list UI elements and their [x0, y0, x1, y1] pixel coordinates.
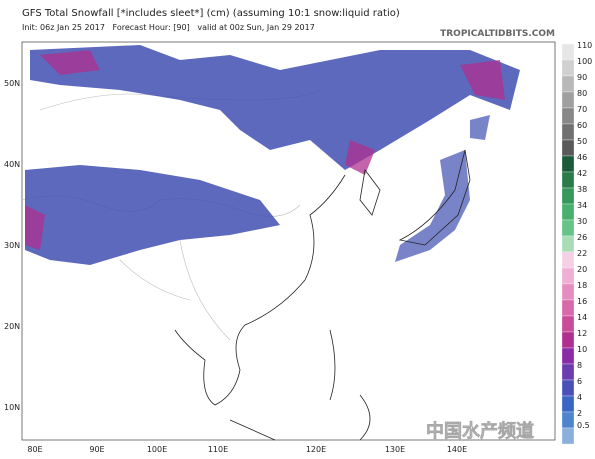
color-swatch — [561, 379, 575, 397]
color-swatch — [561, 267, 575, 285]
color-swatch — [561, 75, 575, 93]
color-swatch — [561, 427, 575, 445]
color-swatch — [561, 139, 575, 157]
color-swatch — [561, 107, 575, 125]
lat-label: 50N — [4, 79, 20, 88]
color-swatch — [561, 235, 575, 253]
colorbar-label: 100 — [577, 57, 592, 66]
color-swatch — [561, 43, 575, 61]
lon-label: 140E — [447, 445, 467, 454]
color-swatch — [561, 411, 575, 429]
color-swatch — [561, 219, 575, 237]
lat-label: 40N — [4, 160, 20, 169]
colorbar-label: 38 — [577, 185, 587, 194]
lon-label: 110E — [208, 445, 228, 454]
color-swatch — [561, 91, 575, 109]
color-swatch — [561, 347, 575, 365]
lon-labels: 80E 90E 100E 110E 120E 130E 140E — [27, 445, 467, 454]
colorbar-label: 26 — [577, 233, 587, 242]
colorbar: 1101009080706050464238343026222018161412… — [561, 41, 592, 445]
colorbar-label: 46 — [577, 153, 587, 162]
color-swatch — [561, 203, 575, 221]
colorbar-label: 90 — [577, 73, 587, 82]
lat-labels: 50N 40N 30N 20N 10N — [4, 79, 20, 412]
colorbar-label: 4 — [577, 393, 582, 402]
colorbar-label: 16 — [577, 297, 587, 306]
color-swatch — [561, 123, 575, 141]
brand: TROPICALTIDBITS.COM — [440, 29, 555, 39]
colorbar-label: 70 — [577, 105, 587, 114]
lon-label: 100E — [147, 445, 167, 454]
lon-label: 120E — [306, 445, 326, 454]
lat-label: 10N — [4, 403, 20, 412]
color-swatch — [561, 251, 575, 269]
colorbar-label: 2 — [577, 409, 582, 418]
color-swatch — [561, 299, 575, 317]
colorbar-label: 6 — [577, 377, 582, 386]
color-swatch — [561, 283, 575, 301]
colorbar-label: 10 — [577, 345, 587, 354]
colorbar-label: 18 — [577, 281, 587, 290]
lon-label: 80E — [27, 445, 42, 454]
colorbar-label: 34 — [577, 201, 587, 210]
colorbar-label: 80 — [577, 89, 587, 98]
color-swatch — [561, 171, 575, 189]
colorbar-label: 0.5 — [577, 421, 590, 430]
color-swatch — [561, 187, 575, 205]
colorbar-label: 30 — [577, 217, 587, 226]
color-swatch — [561, 155, 575, 173]
color-swatch — [561, 315, 575, 333]
colorbar-label: 110 — [577, 41, 592, 50]
color-swatch — [561, 363, 575, 381]
colorbar-label: 12 — [577, 329, 587, 338]
colorbar-label: 8 — [577, 361, 582, 370]
colorbar-label: 20 — [577, 265, 587, 274]
lat-label: 30N — [4, 241, 20, 250]
colorbar-label: 42 — [577, 169, 587, 178]
lat-label: 20N — [4, 322, 20, 331]
subtitle: Init: 06z Jan 25 2017 Forecast Hour: [90… — [22, 23, 315, 32]
color-swatch — [561, 331, 575, 349]
color-swatch — [561, 59, 575, 77]
colorbar-label: 22 — [577, 249, 587, 258]
lon-label: 90E — [89, 445, 104, 454]
colorbar-label: 60 — [577, 121, 587, 130]
lon-label: 130E — [385, 445, 405, 454]
colorbar-label: 14 — [577, 313, 587, 322]
map — [21, 41, 556, 441]
title: GFS Total Snowfall [*includes sleet*] (c… — [22, 8, 400, 19]
color-swatch — [561, 395, 575, 413]
watermark: 中国水产频道 — [426, 420, 534, 442]
colorbar-label: 50 — [577, 137, 587, 146]
